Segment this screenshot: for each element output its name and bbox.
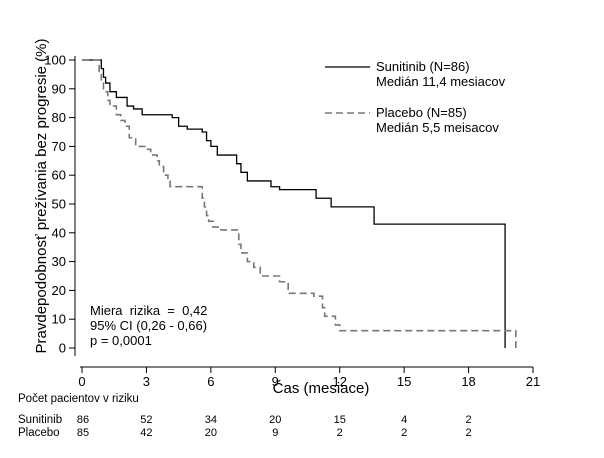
risk-cell: 2 bbox=[465, 427, 472, 439]
placebo-legend-label: Placebo (N=85) bbox=[376, 105, 467, 120]
y-tick-label: 50 bbox=[52, 197, 66, 212]
risk-cell: 4 bbox=[401, 414, 408, 426]
y-tick-label: 90 bbox=[52, 81, 66, 96]
y-tick-label: 0 bbox=[59, 341, 66, 356]
y-tick-label: 100 bbox=[44, 53, 66, 68]
x-tick-label: 6 bbox=[207, 374, 214, 389]
risk-cell: 52 bbox=[140, 414, 153, 426]
sunitinib-legend-median: Medián 11,4 mesiacov bbox=[376, 74, 506, 89]
risk-row-label: Placebo bbox=[18, 427, 60, 439]
risk-table-title: Počet pacientov v riziku bbox=[18, 393, 139, 405]
stats-line-2: 95% CI (0,26 - 0,66) bbox=[90, 318, 207, 333]
x-axis-title: Čas (mesiace) bbox=[273, 380, 370, 397]
y-tick-label: 20 bbox=[52, 283, 66, 298]
risk-cell: 42 bbox=[140, 427, 153, 439]
x-tick-label: 3 bbox=[143, 374, 150, 389]
x-tick-label: 18 bbox=[461, 374, 475, 389]
y-tick-label: 70 bbox=[52, 139, 66, 154]
risk-cell: 34 bbox=[204, 414, 217, 426]
risk-cell: 2 bbox=[465, 414, 472, 426]
risk-cell: 2 bbox=[401, 427, 408, 439]
risk-cell: 20 bbox=[204, 427, 217, 439]
stats-line-1: Miera rizika = 0,42 bbox=[90, 303, 207, 318]
risk-row-label: Sunitinib bbox=[18, 414, 63, 426]
stats-line-3: p = 0,0001 bbox=[90, 333, 152, 348]
survival-curves bbox=[82, 59, 517, 348]
risk-cell: 20 bbox=[269, 414, 282, 426]
x-tick-label: 15 bbox=[397, 374, 411, 389]
placebo-legend-median: Medián 5,5 meisacov bbox=[376, 120, 499, 135]
sunitinib-curve bbox=[82, 59, 506, 348]
y-axis-title: Pravdepodobnosť prežívania bez progresie… bbox=[33, 39, 50, 354]
y-tick-label: 40 bbox=[52, 225, 66, 240]
risk-cell: 85 bbox=[76, 427, 90, 439]
legend: Sunitinib (N=86)Medián 11,4 mesiacov Plac… bbox=[325, 59, 506, 135]
y-tick-label: 60 bbox=[52, 168, 66, 183]
sunitinib-legend-label: Sunitinib (N=86) bbox=[376, 59, 470, 74]
risk-cell: 86 bbox=[76, 414, 90, 426]
x-tick-label: 12 bbox=[332, 374, 346, 389]
y-tick-label: 10 bbox=[52, 312, 66, 327]
risk-cell: 15 bbox=[333, 414, 346, 426]
x-tick-label: 0 bbox=[78, 374, 85, 389]
risk-cell: 2 bbox=[336, 427, 343, 439]
risk-cell: 9 bbox=[272, 427, 279, 439]
axes: 0 3 6 9 12 15 18 21 0 10 20 30 40 50 60 70 80 90 100 bbox=[44, 53, 540, 390]
placebo-curve bbox=[82, 59, 517, 348]
y-tick-label: 30 bbox=[52, 254, 66, 269]
y-tick-label: 80 bbox=[52, 110, 66, 125]
x-tick-label: 21 bbox=[526, 374, 540, 389]
x-tick-label: 9 bbox=[272, 374, 279, 389]
